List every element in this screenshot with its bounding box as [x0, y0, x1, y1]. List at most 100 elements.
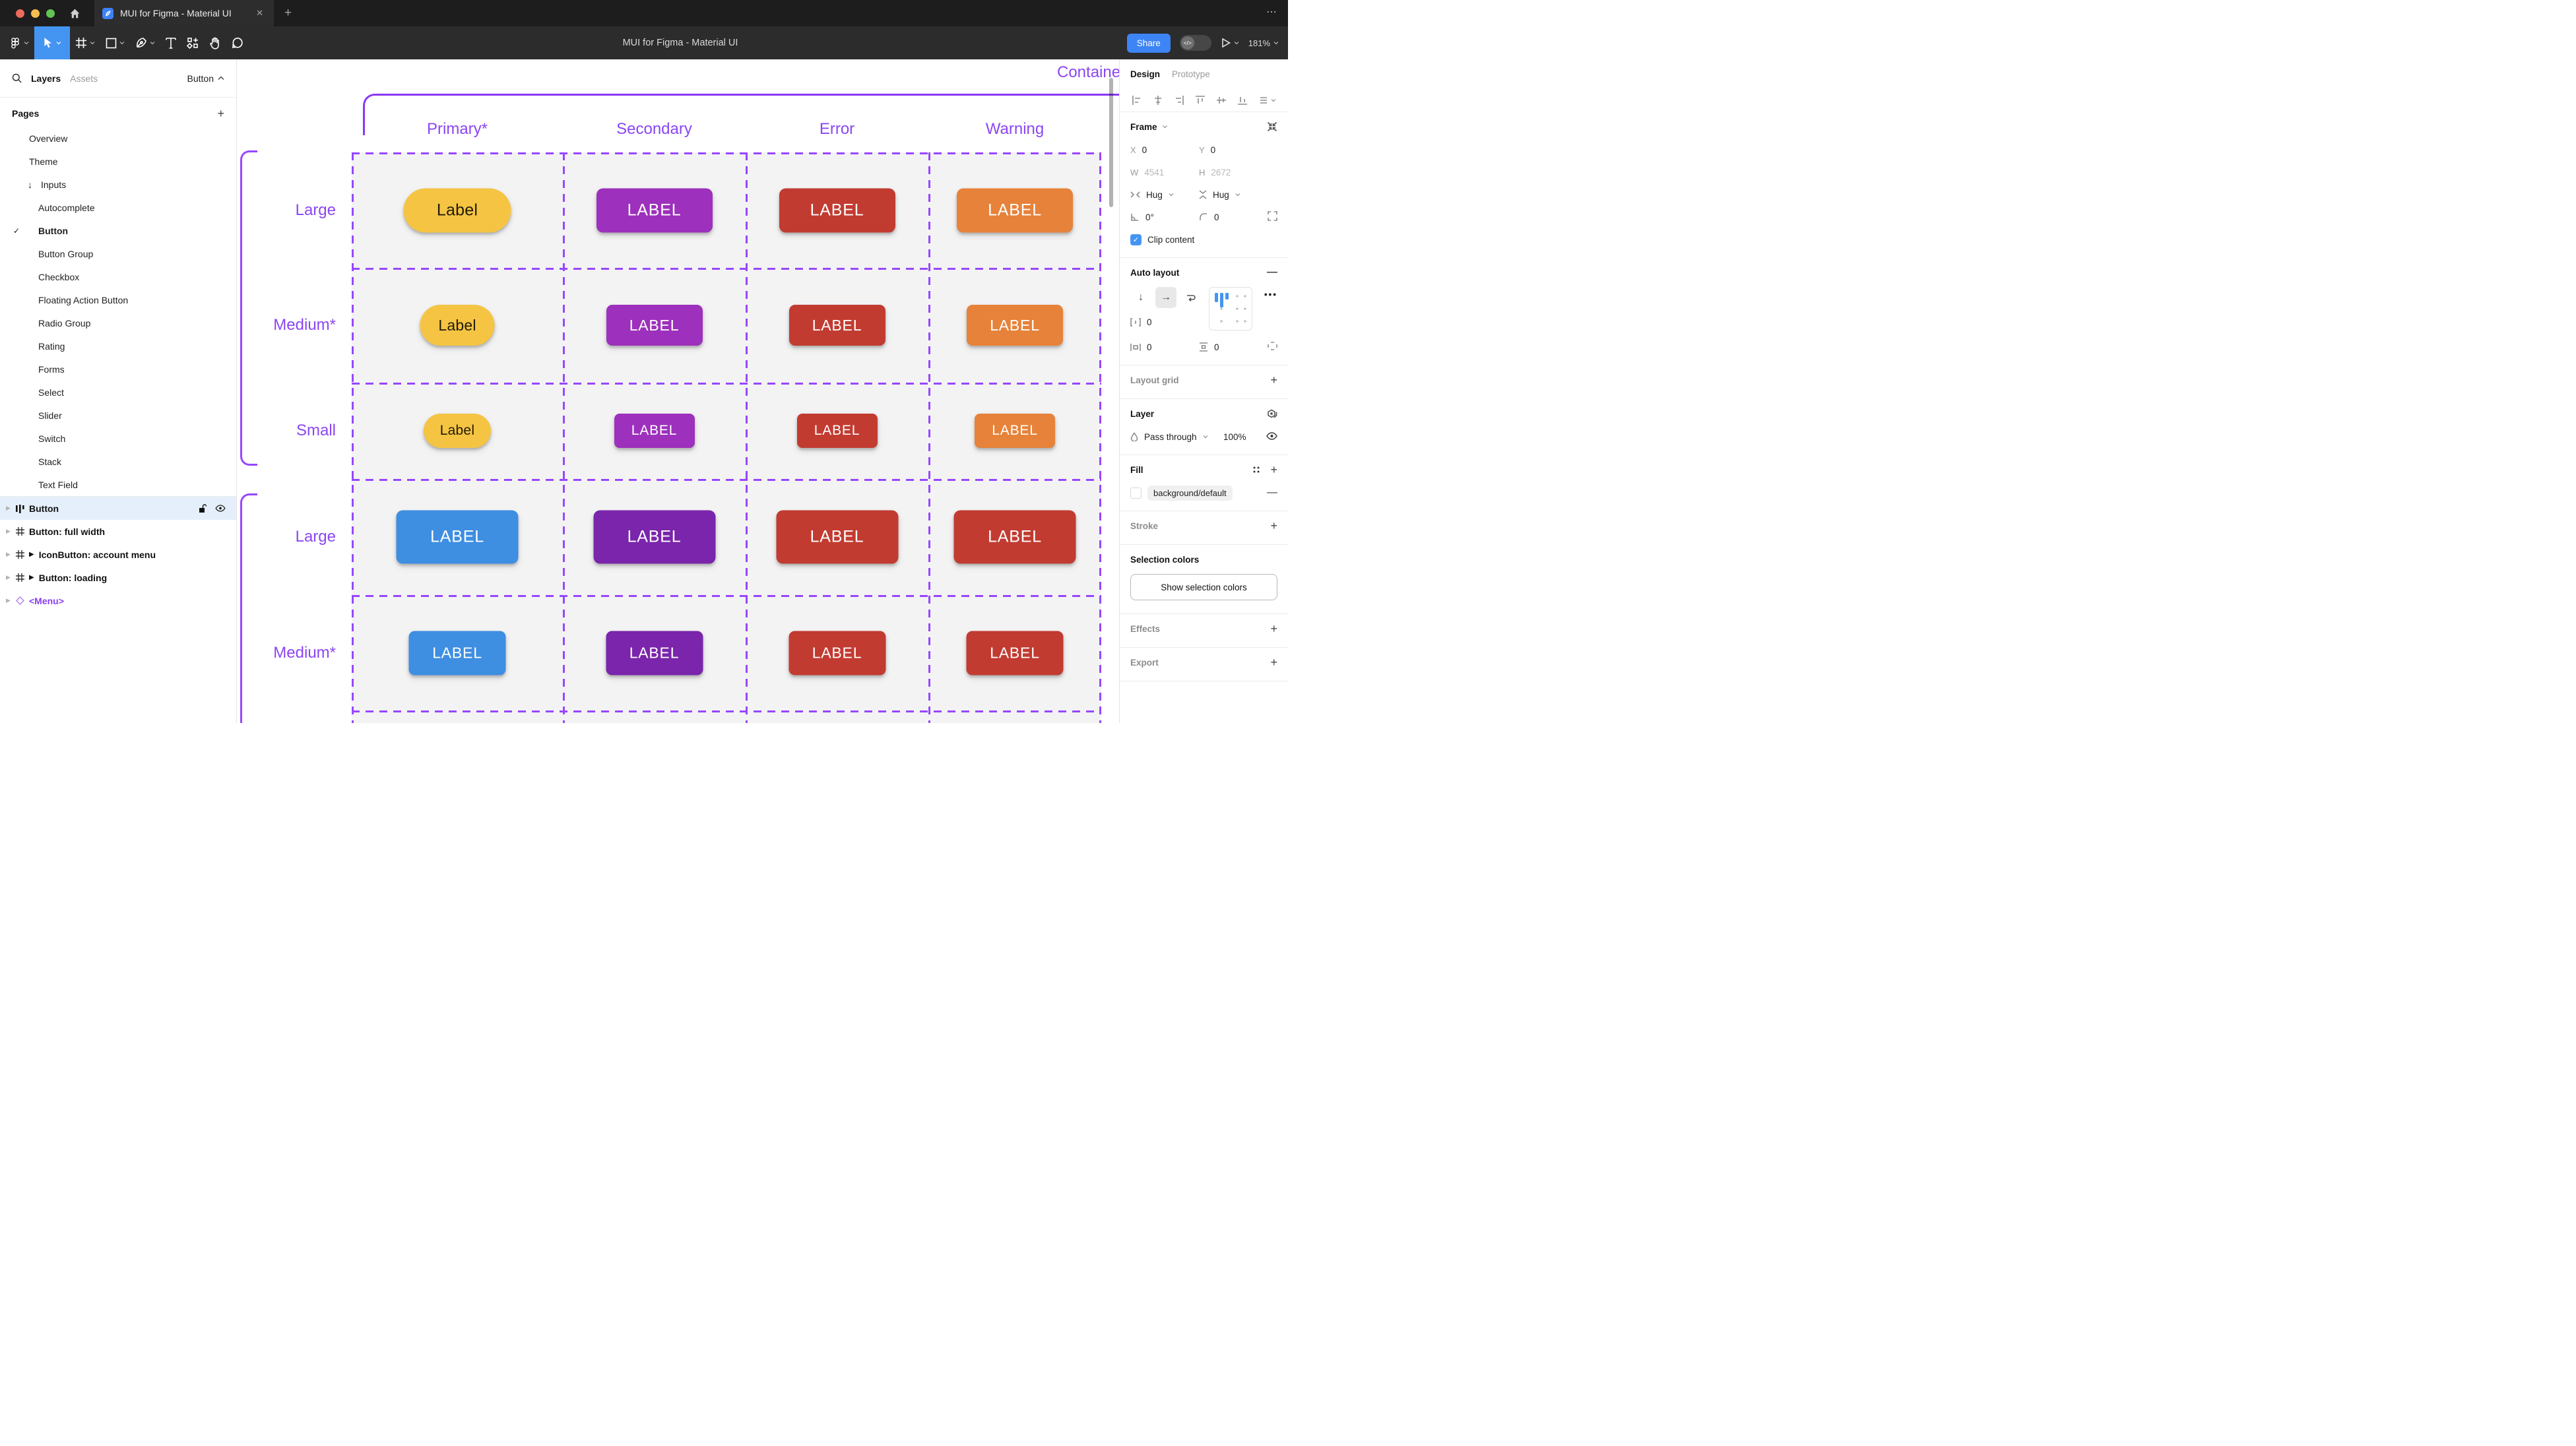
sidebar-page-text-field[interactable]: Text Field — [0, 473, 236, 496]
pen-tool-button[interactable] — [130, 26, 160, 59]
eye-icon[interactable] — [215, 505, 226, 512]
expand-chevron-icon[interactable]: ▶ — [6, 528, 11, 534]
canvas-button-error[interactable]: LABEL — [776, 510, 898, 564]
canvas-button-warning[interactable]: LABEL — [975, 414, 1055, 448]
canvas-button-secondary[interactable]: LABEL — [606, 305, 703, 346]
add-page-button[interactable]: + — [217, 106, 224, 120]
independent-corners-icon[interactable] — [1268, 211, 1277, 223]
window-overflow-menu[interactable]: ⋯ — [1266, 7, 1277, 18]
file-title[interactable]: MUI for Figma - Material UI — [622, 38, 738, 48]
column-header-error[interactable]: Error — [819, 120, 855, 138]
expand-chevron-icon[interactable]: ▶ — [6, 505, 11, 511]
search-icon[interactable] — [12, 73, 22, 83]
layer-row-button[interactable]: ▶ Button — [0, 497, 236, 520]
add-fill-button[interactable]: + — [1270, 462, 1277, 476]
align-left-icon[interactable] — [1132, 95, 1142, 106]
stroke-header[interactable]: Stroke — [1130, 520, 1159, 531]
sidebar-page-button[interactable]: ✓ Button — [0, 219, 236, 242]
close-tab-icon[interactable]: ✕ — [256, 8, 263, 18]
horizontal-padding-field[interactable]: 0 — [1130, 342, 1199, 352]
layout-horizontal-icon[interactable]: → — [1155, 287, 1176, 308]
auto-layout-header[interactable]: Auto layout — [1130, 267, 1180, 278]
align-bottom-icon[interactable] — [1237, 95, 1248, 106]
layer-row-button-loading[interactable]: ▶ ▶ Button: loading — [0, 566, 236, 589]
expand-chevron-icon[interactable]: ▶ — [6, 597, 11, 604]
export-header[interactable]: Export — [1130, 657, 1159, 668]
horizontal-resizing-select[interactable]: Hug — [1130, 190, 1199, 200]
frame-header[interactable]: Frame — [1130, 121, 1157, 132]
present-button[interactable] — [1221, 26, 1239, 59]
rotation-field[interactable]: 0° — [1130, 212, 1199, 222]
canvas-button-warning[interactable]: LABEL — [957, 188, 1073, 232]
sidebar-page-inputs[interactable]: ↓ Inputs — [0, 173, 236, 196]
clip-content-checkbox[interactable]: ✓ Clip content — [1130, 234, 1277, 245]
layer-row--menu-[interactable]: ▶ <Menu> — [0, 589, 236, 612]
sidebar-page-overview[interactable]: Overview — [0, 127, 236, 150]
home-icon[interactable] — [55, 0, 94, 26]
add-export-button[interactable]: + — [1270, 655, 1277, 669]
blend-mode-select[interactable]: Pass through — [1130, 432, 1223, 442]
auto-layout-more-icon[interactable]: ••• — [1264, 290, 1277, 299]
zoom-menu[interactable]: 181% — [1248, 38, 1279, 48]
canvas-button-tonal[interactable]: Label — [424, 414, 491, 448]
canvas-button-secondary[interactable]: LABEL — [614, 414, 695, 448]
main-menu-button[interactable] — [0, 26, 34, 59]
layout-vertical-icon[interactable]: ↓ — [1138, 292, 1143, 303]
sidebar-page-stack[interactable]: Stack — [0, 450, 236, 473]
sidebar-page-floating-action-button[interactable]: Floating Action Button — [0, 288, 236, 311]
row-label-large[interactable]: Large — [295, 528, 336, 546]
collapse-frame-icon[interactable] — [1267, 121, 1277, 132]
show-selection-colors-button[interactable]: Show selection colors — [1130, 574, 1277, 600]
sidebar-page-rating[interactable]: Rating — [0, 334, 236, 358]
row-label-small[interactable]: Small — [296, 422, 336, 439]
text-tool-button[interactable] — [160, 26, 181, 59]
item-spacing-field[interactable]: 0 — [1130, 317, 1209, 327]
share-button[interactable]: Share — [1126, 33, 1171, 53]
sidebar-page-slider[interactable]: Slider — [0, 404, 236, 427]
layout-grid-header[interactable]: Layout grid — [1130, 375, 1179, 385]
add-layout-grid-button[interactable]: + — [1270, 373, 1277, 387]
layer-opacity-field[interactable]: 100% — [1223, 431, 1246, 442]
layout-wrap-icon[interactable] — [1180, 287, 1202, 308]
add-stroke-button[interactable]: + — [1270, 519, 1277, 532]
frame-title[interactable]: Contained — [1057, 63, 1119, 81]
column-header-secondary[interactable]: Secondary — [616, 120, 692, 138]
canvas-button-error[interactable]: LABEL — [789, 631, 886, 675]
tab-assets[interactable]: Assets — [70, 73, 98, 84]
canvas-button-primary[interactable]: LABEL — [396, 510, 519, 564]
canvas-button-error[interactable]: LABEL — [789, 305, 886, 346]
styles-icon[interactable] — [1252, 465, 1261, 474]
canvas-button-warning[interactable]: LABEL — [967, 305, 1063, 346]
align-top-icon[interactable] — [1195, 95, 1206, 106]
height-field[interactable]: H 2672 — [1199, 167, 1231, 177]
column-header-primary[interactable]: Primary* — [426, 120, 488, 138]
tab-layers[interactable]: Layers — [31, 73, 61, 84]
fill-token[interactable]: background/default — [1130, 485, 1262, 501]
hand-tool-button[interactable] — [204, 26, 226, 59]
canvas-button-tonal[interactable]: Label — [420, 305, 495, 346]
column-header-warning[interactable]: Warning — [985, 120, 1045, 138]
layer-row-button-full-width[interactable]: ▶ Button: full width — [0, 520, 236, 543]
canvas-button-secondary[interactable]: LABEL — [596, 188, 713, 232]
sidebar-page-select[interactable]: Select — [0, 381, 236, 404]
canvas-button-primary[interactable]: LABEL — [408, 631, 506, 675]
fill-swatch[interactable] — [1130, 487, 1142, 499]
resources-tool-button[interactable] — [181, 26, 204, 59]
new-tab-button[interactable]: + — [284, 6, 292, 20]
row-label-large[interactable]: Large — [295, 201, 336, 219]
visibility-icon[interactable] — [1266, 431, 1277, 442]
canvas-button-tonal[interactable]: Label — [403, 188, 511, 232]
canvas-button-error[interactable]: LABEL — [953, 510, 1076, 564]
row-label-medium[interactable]: Medium* — [273, 643, 336, 662]
sidebar-page-autocomplete[interactable]: Autocomplete — [0, 196, 236, 219]
canvas-button-error[interactable]: LABEL — [796, 414, 878, 448]
sidebar-page-switch[interactable]: Switch — [0, 427, 236, 450]
expand-chevron-icon[interactable]: ▶ — [6, 574, 11, 581]
remove-fill-button[interactable]: — — [1267, 487, 1277, 498]
canvas-button-secondary_dark[interactable]: LABEL — [606, 631, 703, 675]
sidebar-page-checkbox[interactable]: Checkbox — [0, 265, 236, 288]
expand-chevron-icon[interactable]: ▶ — [6, 551, 11, 557]
add-effect-button[interactable]: + — [1270, 621, 1277, 635]
effects-header[interactable]: Effects — [1130, 623, 1161, 634]
